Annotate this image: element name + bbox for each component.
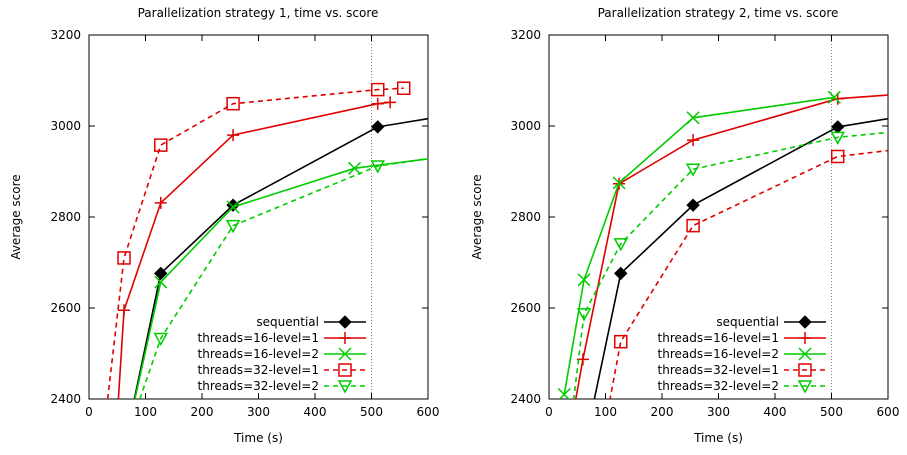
chart-title: Parallelization strategy 2, time vs. sco… (598, 6, 839, 20)
data-point-sequential (154, 266, 168, 281)
legend-marker (798, 347, 812, 361)
series-line-threads=32-level=1 (106, 87, 404, 399)
legend-marker (797, 380, 813, 394)
data-point-threads=16-level=1 (227, 129, 240, 142)
series-line-threads=32-level=1 (609, 149, 888, 399)
x-tick-label: 600 (417, 405, 440, 419)
legend-marker (338, 315, 352, 329)
y-tick-label: 3000 (50, 119, 81, 133)
data-point-threads=32-level=1 (154, 138, 168, 152)
legend-label: threads=32-level=2 (658, 379, 779, 393)
plot-area (557, 90, 888, 399)
series-line-threads=16-level=1 (574, 94, 888, 399)
data-point-sequential (371, 120, 385, 134)
y-tick-label: 2800 (510, 210, 541, 224)
chart-panel-2: Parallelization strategy 2, time vs. sco… (470, 6, 900, 445)
legend-label: threads=16-level=1 (658, 331, 779, 345)
data-point-threads=16-level=2 (557, 387, 571, 399)
data-point-threads=32-level=2 (613, 238, 629, 252)
x-tick-label: 100 (594, 405, 617, 419)
y-tick-label: 3200 (50, 28, 81, 42)
legend-marker (337, 380, 353, 394)
legend-marker (799, 332, 811, 344)
x-tick-label: 300 (707, 405, 730, 419)
series-line-sequential (593, 117, 888, 399)
legend-label: sequential (256, 315, 319, 329)
y-tick-label: 2600 (510, 301, 541, 315)
data-point-threads=16-level=1 (687, 134, 700, 147)
data-point-threads=32-level=2 (576, 308, 592, 322)
data-point-threads=32-level=2 (225, 219, 241, 234)
legend-label: sequential (716, 315, 779, 329)
data-point-threads=16-level=2 (154, 275, 168, 289)
x-axis-label: Time (s) (693, 431, 743, 445)
data-point-threads=16-level=1 (118, 304, 131, 317)
legend-label: threads=16-level=2 (658, 347, 779, 361)
y-tick-label: 2400 (50, 392, 81, 406)
x-tick-label: 500 (360, 405, 383, 419)
chart-title: Parallelization strategy 1, time vs. sco… (138, 6, 379, 20)
x-tick-label: 100 (134, 405, 157, 419)
data-point-threads=16-level=2 (348, 161, 362, 175)
series-line-threads=32-level=2 (139, 157, 428, 399)
legend: sequential threads=16-level=1 threads=16-l… (198, 315, 366, 394)
x-tick-label: 0 (545, 405, 553, 419)
data-point-threads=32-level=1 (686, 218, 700, 233)
y-tick-label: 3200 (510, 28, 541, 42)
y-axis-label: Average score (9, 174, 23, 259)
legend: sequential threads=16-level=1 threads=16-l… (658, 315, 826, 394)
x-tick-label: 200 (651, 405, 674, 419)
series-line-threads=32-level=2 (572, 131, 888, 399)
data-point-threads=32-level=1 (396, 81, 411, 95)
y-tick-label: 2800 (50, 210, 81, 224)
legend-label: threads=16-level=1 (198, 331, 319, 345)
data-point-threads=16-level=1 (371, 97, 384, 110)
data-point-threads=16-level=2 (226, 200, 240, 214)
data-point-threads=16-level=2 (686, 111, 700, 125)
data-point-threads=32-level=1 (830, 149, 845, 164)
legend-marker (338, 363, 352, 377)
legend-marker (338, 347, 352, 361)
data-point-threads=32-level=2 (685, 163, 701, 177)
data-point-threads=16-level=2 (827, 90, 841, 104)
data-point-threads=32-level=2 (830, 131, 845, 145)
data-point-threads=16-level=1 (384, 96, 397, 109)
data-point-sequential (686, 198, 700, 212)
legend-label: threads=32-level=2 (198, 379, 319, 393)
data-point-sequential (614, 266, 628, 281)
data-point-sequential (831, 120, 845, 134)
data-point-threads=32-level=1 (370, 82, 385, 97)
chart-panel-1: Parallelization strategy 1, time vs. sco… (9, 6, 440, 445)
data-point-threads=16-level=2 (577, 273, 591, 287)
data-point-threads=32-level=2 (153, 332, 169, 347)
data-point-threads=32-level=1 (117, 251, 131, 265)
y-tick-label: 2600 (50, 301, 81, 315)
plot-area (106, 81, 428, 399)
data-point-threads=16-level=1 (154, 196, 167, 209)
x-tick-label: 300 (247, 405, 270, 419)
legend-label: threads=16-level=2 (198, 347, 319, 361)
x-tick-label: 200 (191, 405, 214, 419)
data-point-threads=32-level=2 (370, 160, 385, 174)
x-tick-label: 500 (820, 405, 843, 419)
x-tick-label: 400 (764, 405, 787, 419)
legend-label: threads=32-level=1 (658, 363, 779, 377)
data-point-threads=32-level=1 (226, 96, 240, 111)
legend-label: threads=32-level=1 (198, 363, 319, 377)
y-tick-label: 3000 (510, 119, 541, 133)
x-tick-label: 400 (304, 405, 327, 419)
legend-marker (798, 315, 812, 329)
data-point-threads=16-level=2 (612, 176, 626, 190)
x-axis-label: Time (s) (233, 431, 283, 445)
y-axis-label: Average score (470, 174, 484, 259)
series-line-sequential (133, 117, 428, 399)
legend-marker (339, 332, 351, 344)
legend-marker (798, 363, 812, 377)
y-tick-label: 2400 (510, 392, 541, 406)
x-tick-label: 600 (877, 405, 900, 419)
data-point-threads=32-level=1 (614, 334, 628, 349)
x-tick-label: 0 (85, 405, 93, 419)
